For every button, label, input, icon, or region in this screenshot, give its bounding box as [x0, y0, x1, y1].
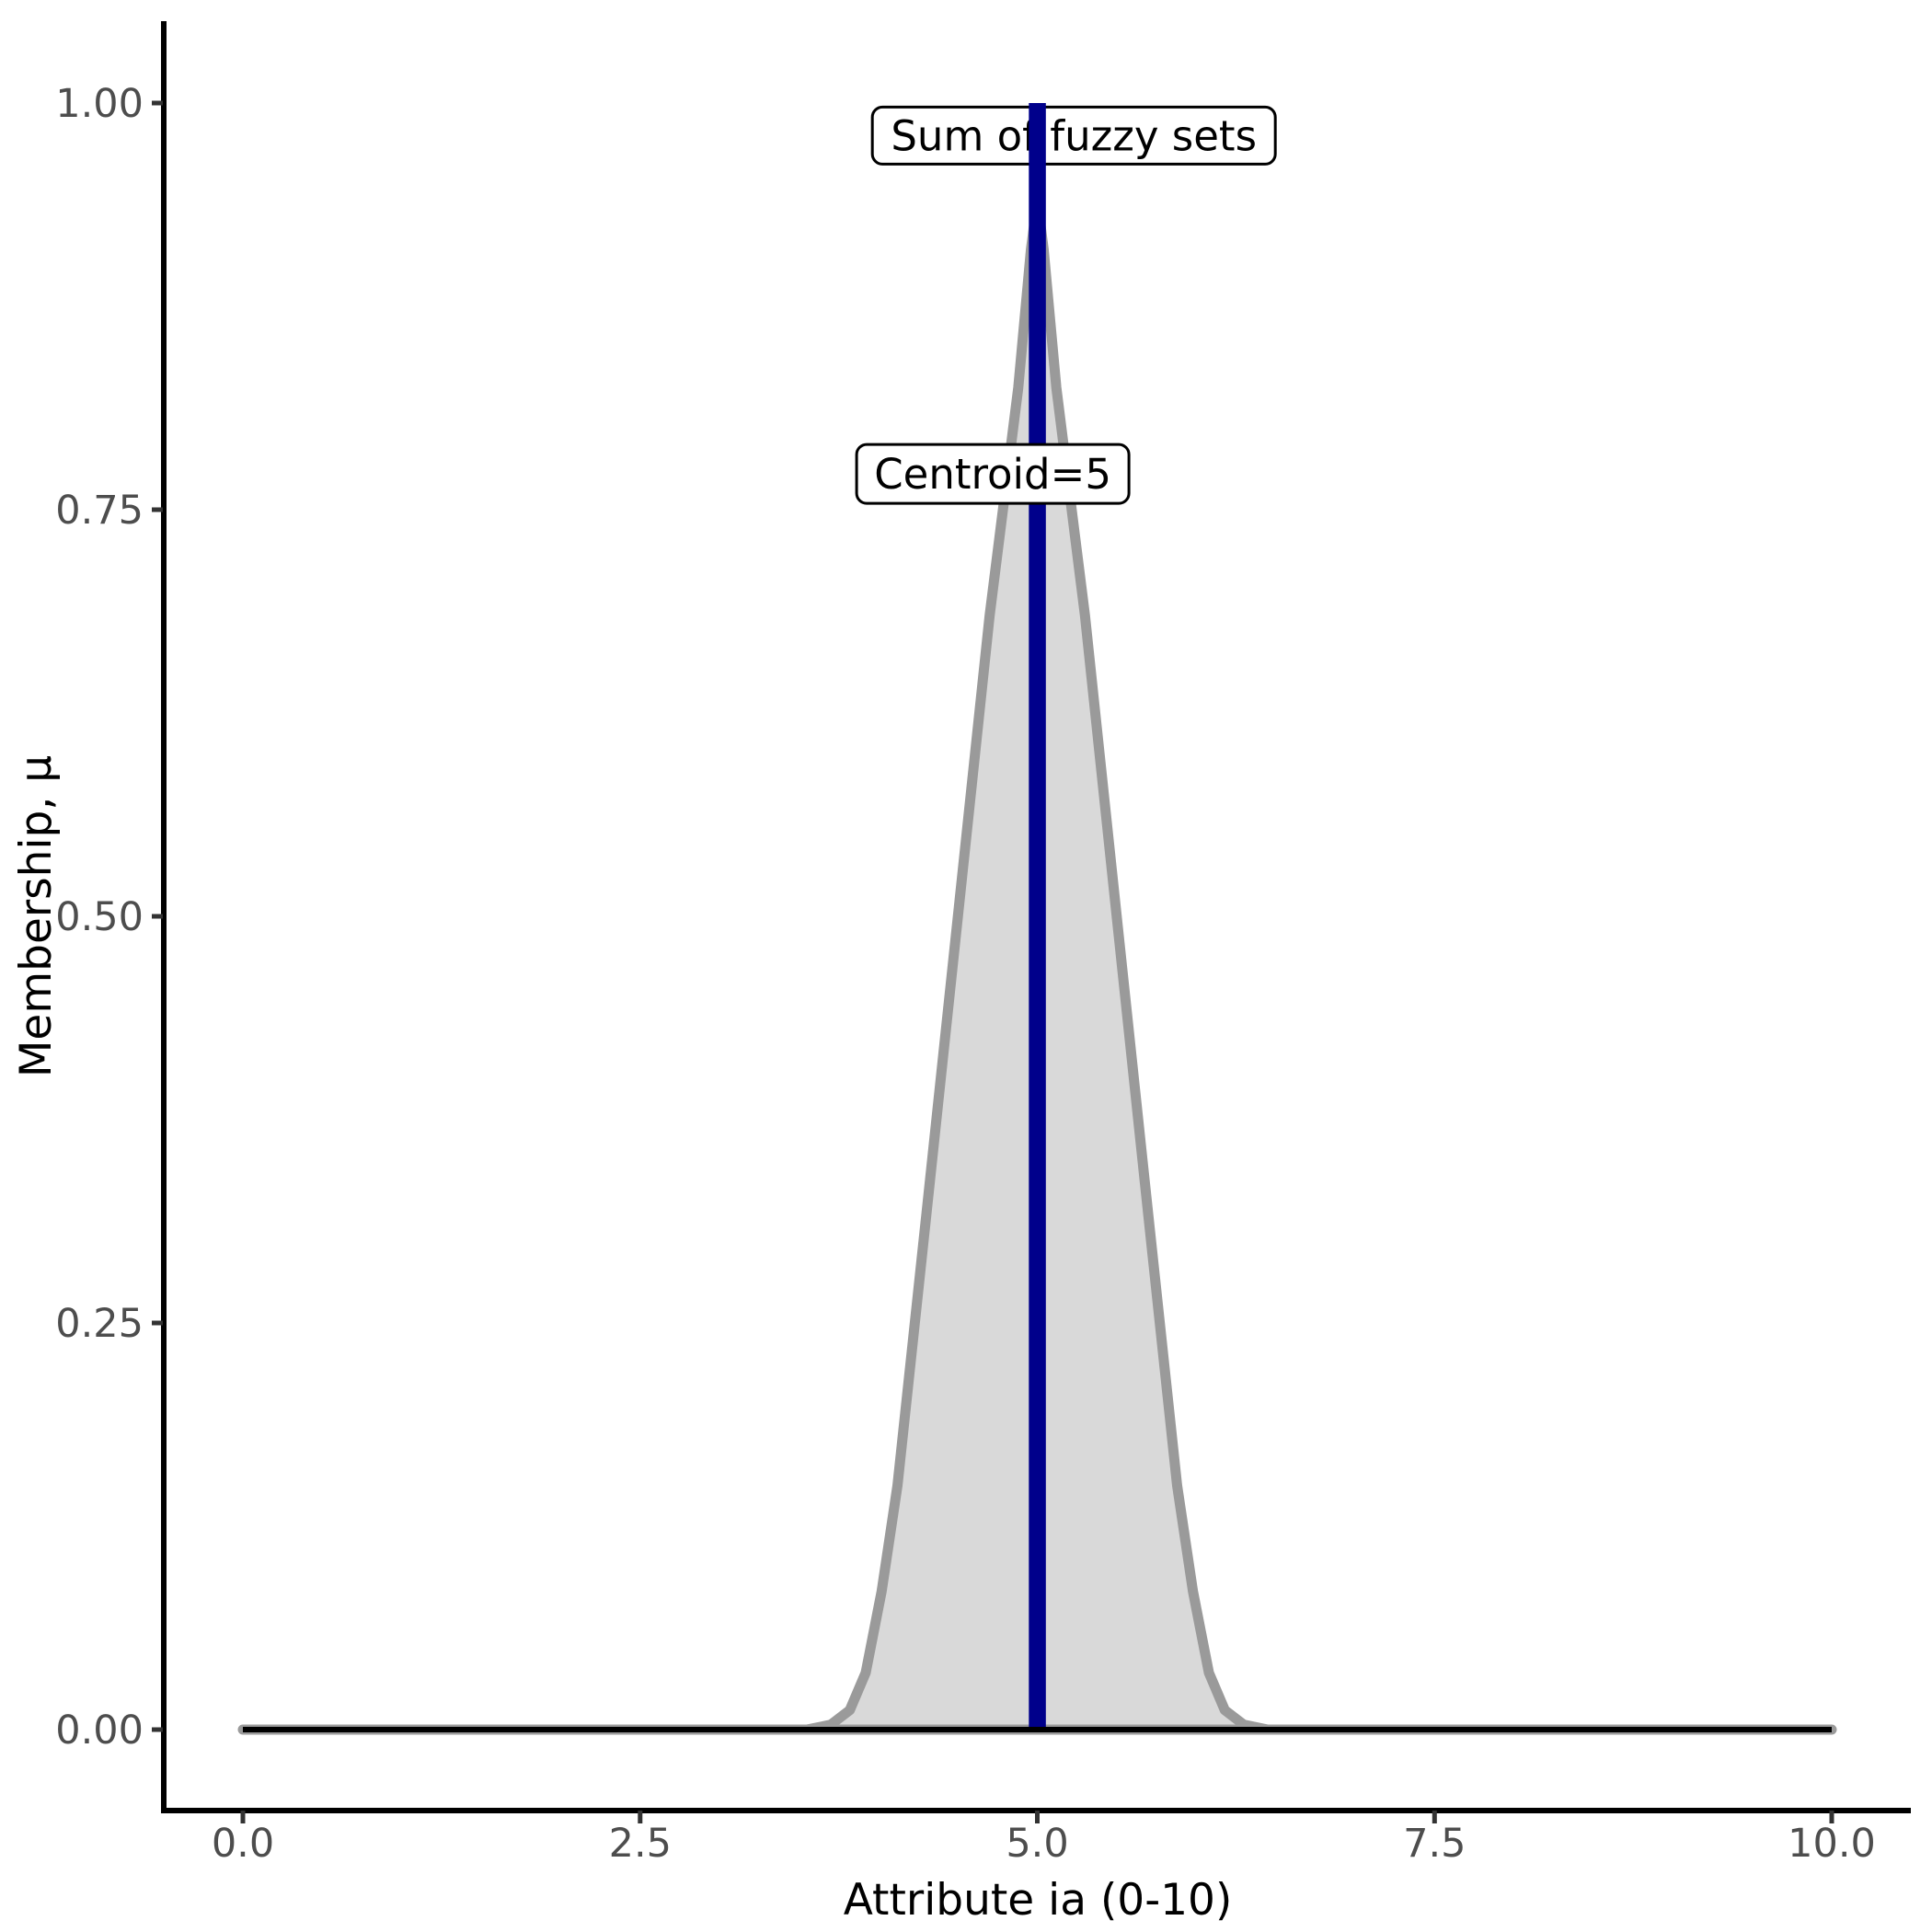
x-tick-label: 7.5: [1403, 1821, 1466, 1867]
y-axis-title: Membership, μ: [11, 755, 62, 1077]
y-tick-label: 0.00: [55, 1708, 144, 1754]
y-tick: 0.50: [55, 894, 163, 940]
x-tick-label: 5.0: [1006, 1821, 1068, 1867]
x-axis-title: Attribute ia (0-10): [844, 1875, 1233, 1926]
y-tick-label: 0.25: [55, 1301, 144, 1347]
x-tick-label: 0.0: [212, 1821, 274, 1867]
x-tick: 0.0: [212, 1811, 274, 1867]
x-tick: 7.5: [1403, 1811, 1466, 1867]
y-axis: 0.00 0.25 0.50 0.75 1.00 Membership, μ: [11, 21, 167, 1813]
x-tick: 5.0: [1006, 1811, 1069, 1867]
centroid-line: [1029, 103, 1046, 1730]
x-tick-label: 10.0: [1788, 1821, 1876, 1867]
sum-label-box: [870, 105, 1277, 166]
centroid-label-box: [855, 443, 1131, 505]
y-tick-label: 0.75: [55, 488, 144, 534]
x-tick-label: 2.5: [609, 1821, 672, 1867]
y-tick: 0.00: [55, 1708, 163, 1754]
y-tick: 1.00: [55, 81, 163, 127]
centroid-label: Centroid=5: [855, 443, 1131, 505]
centroid-label-text: Centroid=5: [874, 450, 1111, 499]
sum-label-text: Sum of fuzzy sets: [891, 111, 1257, 160]
x-tick: 10.0: [1788, 1811, 1876, 1867]
y-tick: 0.25: [55, 1301, 163, 1347]
sum-label: Sum of fuzzy sets: [870, 105, 1277, 166]
y-tick: 0.75: [55, 488, 163, 534]
y-tick-label: 1.00: [55, 81, 144, 127]
x-tick: 2.5: [609, 1811, 672, 1867]
y-tick-label: 0.50: [55, 894, 144, 940]
x-axis: 0.0 2.5 5.0 7.5 10.0 Attribute ia (0-10): [161, 1808, 1911, 1926]
